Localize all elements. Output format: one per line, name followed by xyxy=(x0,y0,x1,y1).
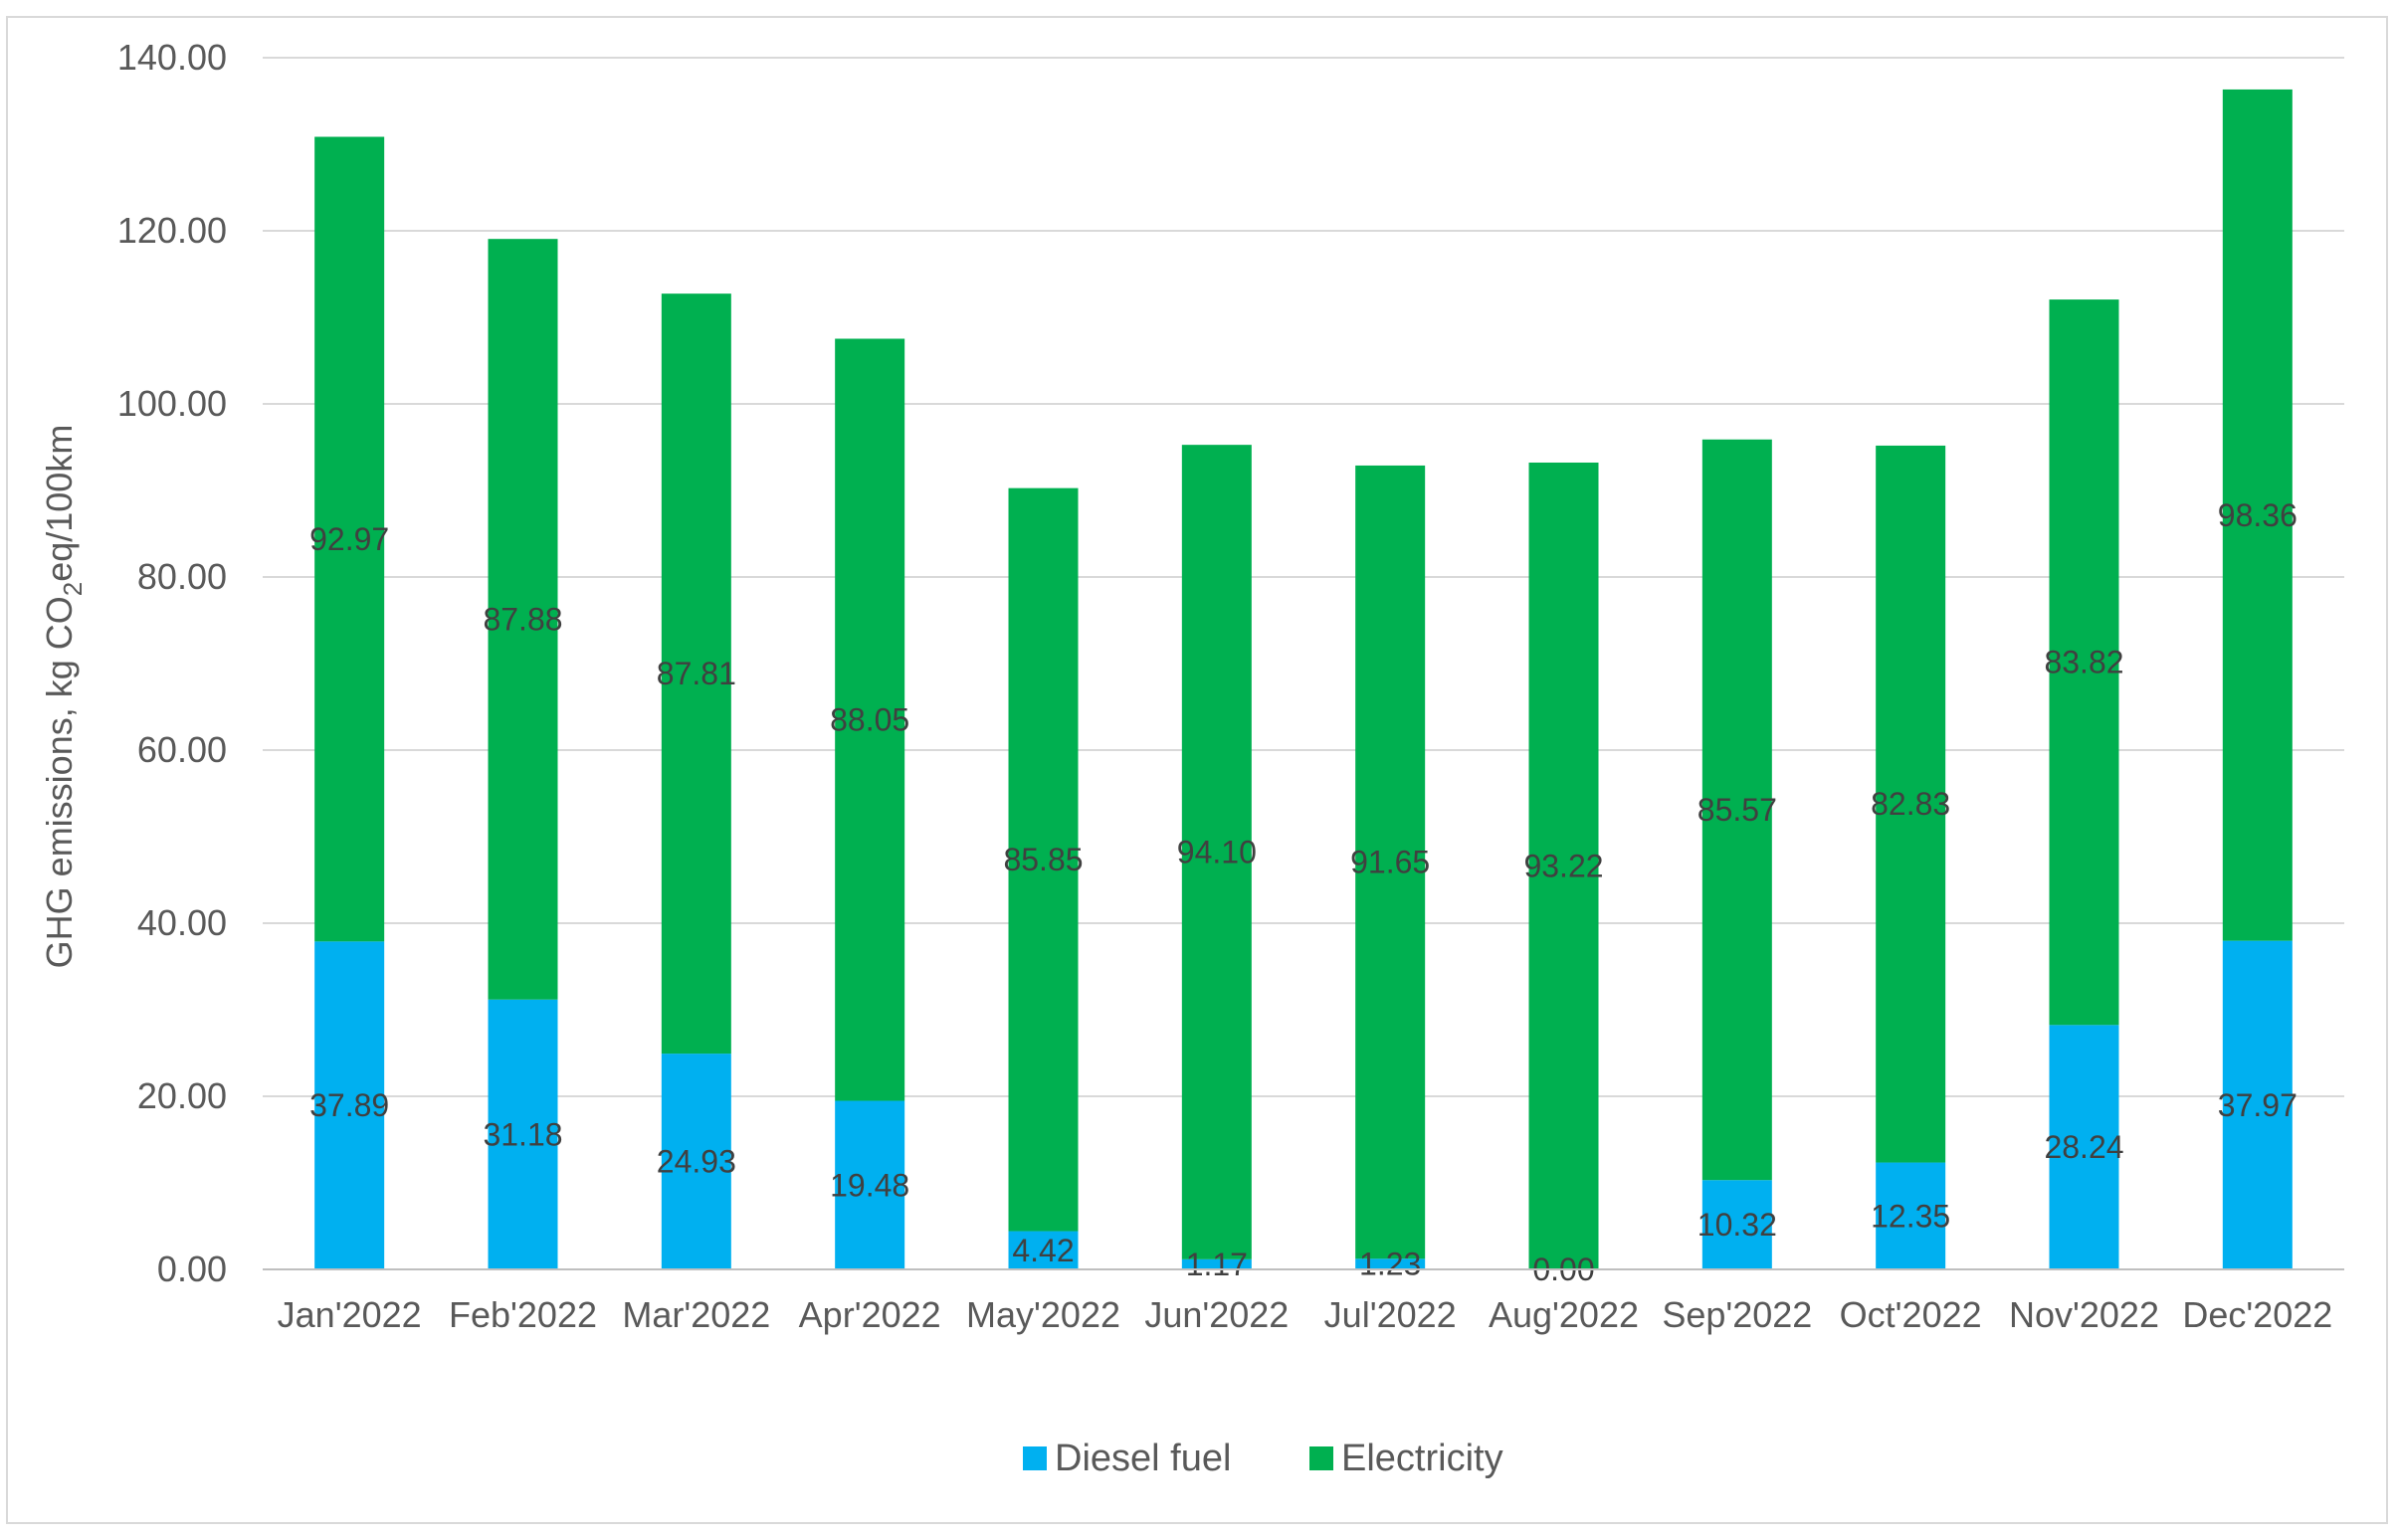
data-label-electricity: 92.97 xyxy=(309,521,389,557)
data-label-diesel-fuel: 1.23 xyxy=(1359,1247,1421,1282)
x-tick-label: May'2022 xyxy=(966,1294,1120,1335)
data-label-electricity: 83.82 xyxy=(2044,645,2123,680)
x-axis-ticks: Jan'2022 Feb'2022 Mar'2022 Apr'2022 May'2022… xyxy=(278,1294,2333,1335)
data-label-electricity: 91.65 xyxy=(1350,845,1430,880)
data-label-diesel-fuel: 37.97 xyxy=(2218,1087,2297,1123)
bar-electricity xyxy=(2049,299,2119,1026)
bar-electricity xyxy=(488,239,558,1000)
bar-electricity xyxy=(1876,445,1946,1163)
x-tick-label: Jun'2022 xyxy=(1144,1294,1289,1335)
x-tick-label: Jul'2022 xyxy=(1324,1294,1457,1335)
bar-diesel-fuel xyxy=(2222,940,2293,1269)
x-tick-label: Oct'2022 xyxy=(1840,1294,1982,1335)
bar-electricity xyxy=(1355,465,1426,1259)
data-label-diesel-fuel: 4.42 xyxy=(1012,1233,1074,1268)
data-label-electricity: 87.81 xyxy=(657,656,736,691)
x-tick-label: Aug'2022 xyxy=(1489,1294,1639,1335)
data-label-electricity: 98.36 xyxy=(2218,497,2297,533)
bar-diesel-fuel xyxy=(488,999,558,1269)
x-tick-label: Nov'2022 xyxy=(2009,1294,2159,1335)
bar-electricity xyxy=(835,338,905,1101)
data-label-diesel-fuel: 28.24 xyxy=(2044,1129,2123,1165)
data-label-diesel-fuel: 12.35 xyxy=(1871,1198,1950,1234)
data-label-electricity: 88.05 xyxy=(830,702,909,738)
bar-diesel-fuel xyxy=(314,941,385,1269)
bar-diesel-fuel xyxy=(2049,1025,2119,1269)
bar-diesel-fuel xyxy=(1701,1180,1772,1269)
gridlines xyxy=(263,57,2344,1097)
bar-diesel-fuel xyxy=(1876,1162,1946,1269)
data-label-diesel-fuel: 10.32 xyxy=(1697,1207,1777,1243)
data-label-electricity: 94.10 xyxy=(1177,834,1257,869)
data-label-electricity: 85.57 xyxy=(1697,792,1777,828)
x-tick-label: Apr'2022 xyxy=(799,1294,941,1335)
data-label-diesel-fuel: 19.48 xyxy=(830,1167,909,1203)
bar-diesel-fuel xyxy=(1355,1258,1426,1269)
x-tick-label: Jan'2022 xyxy=(278,1294,422,1335)
data-labels: 37.89 92.97 31.18 87.88 24.93 87.81 19.48 88.05… xyxy=(309,497,2297,1287)
bar-electricity xyxy=(1181,445,1252,1259)
legend-label-electricity: Electricity xyxy=(1341,1438,1503,1479)
legend-swatch-diesel xyxy=(1023,1446,1047,1470)
bar-electricity xyxy=(1528,462,1599,1270)
data-label-diesel-fuel: 31.18 xyxy=(483,1116,562,1152)
data-label-electricity: 82.83 xyxy=(1871,786,1950,822)
bar-diesel-fuel xyxy=(661,1054,731,1269)
bar-electricity xyxy=(661,293,731,1055)
data-label-diesel-fuel: 37.89 xyxy=(309,1087,389,1123)
x-tick-label: Dec'2022 xyxy=(2182,1294,2332,1335)
y-axis-title: GHG emissions, kg CO2eq/100km xyxy=(39,425,88,969)
legend: Diesel fuel Electricity xyxy=(1023,1438,1503,1479)
bar-electricity xyxy=(1701,439,1772,1181)
legend-label-diesel: Diesel fuel xyxy=(1055,1438,1231,1479)
y-tick-label: 120.00 xyxy=(117,210,227,251)
data-label-diesel-fuel: 1.17 xyxy=(1186,1247,1248,1282)
y-tick-label: 40.00 xyxy=(137,902,227,943)
bar-diesel-fuel xyxy=(835,1100,905,1269)
y-tick-label: 60.00 xyxy=(137,729,227,770)
legend-swatch-electricity xyxy=(1309,1446,1333,1470)
y-tick-label: 140.00 xyxy=(117,37,227,78)
bar-electricity xyxy=(1008,487,1079,1232)
data-label-electricity: 87.88 xyxy=(483,601,562,637)
y-axis-ticks: 0.00 20.00 40.00 60.00 80.00 100.00 120.00 140.… xyxy=(117,37,227,1289)
y-tick-label: 100.00 xyxy=(117,383,227,424)
x-tick-label: Mar'2022 xyxy=(622,1294,770,1335)
y-tick-label: 20.00 xyxy=(137,1075,227,1116)
bar-electricity xyxy=(314,136,385,942)
bar-diesel-fuel xyxy=(1008,1231,1079,1269)
data-label-electricity: 85.85 xyxy=(1003,842,1083,877)
data-label-diesel-fuel: 24.93 xyxy=(657,1144,736,1180)
y-tick-label: 0.00 xyxy=(157,1249,227,1289)
bars xyxy=(314,89,2293,1270)
x-tick-label: Feb'2022 xyxy=(449,1294,597,1335)
y-tick-label: 80.00 xyxy=(137,556,227,597)
bar-electricity xyxy=(2222,89,2293,941)
x-tick-label: Sep'2022 xyxy=(1662,1294,1812,1335)
data-label-electricity: 93.22 xyxy=(1523,848,1603,883)
bar-diesel-fuel xyxy=(1181,1258,1252,1269)
